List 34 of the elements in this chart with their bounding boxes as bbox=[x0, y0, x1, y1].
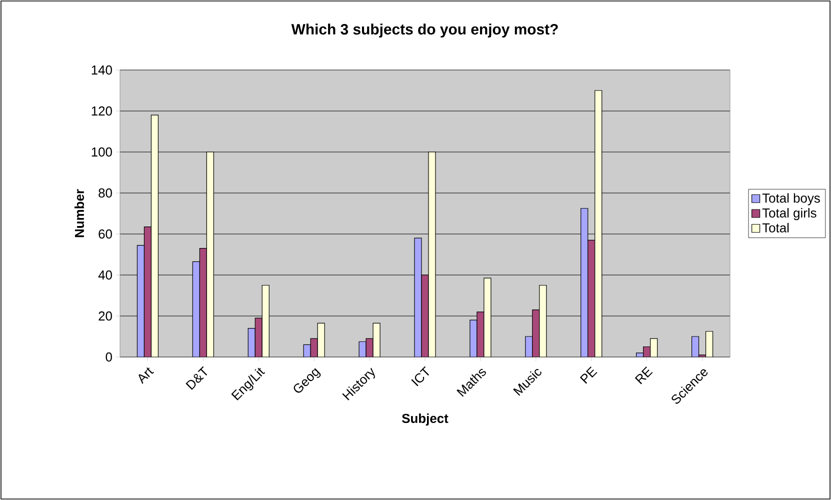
y-tick-label: 140 bbox=[92, 65, 112, 75]
bar bbox=[705, 331, 714, 357]
x-tick-label: Art bbox=[138, 367, 154, 384]
bar bbox=[539, 284, 547, 357]
bar bbox=[594, 90, 602, 357]
bar bbox=[248, 328, 256, 357]
bar bbox=[150, 114, 159, 357]
bar bbox=[317, 322, 325, 357]
x-tick-label: ICT bbox=[411, 366, 430, 386]
x-tick-label: RE bbox=[634, 366, 653, 384]
x-axis-title: Subject bbox=[402, 413, 448, 426]
y-axis-title: Number bbox=[74, 189, 84, 238]
bar bbox=[254, 318, 262, 357]
bar bbox=[532, 310, 540, 357]
y-tick-label: 40 bbox=[98, 270, 112, 280]
y-tick-label: 20 bbox=[98, 311, 112, 321]
legend-label: Total girls bbox=[762, 208, 816, 220]
bar bbox=[262, 284, 270, 357]
bar bbox=[580, 208, 588, 357]
bar bbox=[588, 240, 596, 357]
y-tick-label: 120 bbox=[92, 106, 112, 116]
bar bbox=[206, 152, 214, 357]
chart-title: Which 3 subjects do you enjoy most? bbox=[291, 24, 558, 38]
y-tick-label: 60 bbox=[98, 229, 112, 239]
legend-label: Total bbox=[762, 222, 789, 232]
x-tick-label: PE bbox=[580, 366, 598, 384]
y-tick-label: 0 bbox=[106, 352, 112, 362]
legend-label: Total boys bbox=[762, 193, 820, 206]
bar bbox=[192, 261, 200, 357]
y-tick-label: 100 bbox=[92, 147, 112, 157]
bar bbox=[144, 226, 152, 357]
bar bbox=[136, 244, 145, 357]
bar bbox=[199, 248, 207, 357]
y-tick-label: 80 bbox=[98, 188, 112, 198]
